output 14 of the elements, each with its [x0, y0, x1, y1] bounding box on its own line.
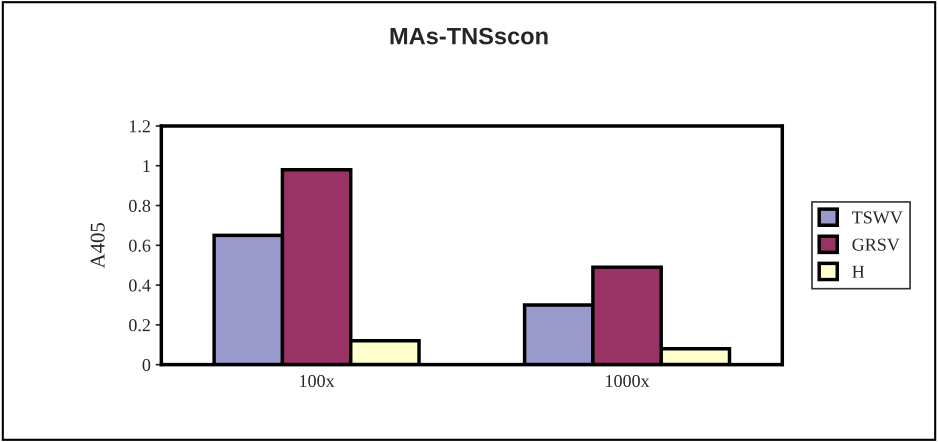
y-tick-label: 0.8: [129, 200, 150, 212]
legend-label: GRSV: [852, 238, 900, 251]
legend-label: H: [852, 266, 864, 278]
y-tick-label: 0.2: [129, 319, 150, 332]
y-tick-label: 0.4: [129, 279, 151, 292]
y-axis-title: A405: [90, 222, 105, 268]
y-tick-label: 0: [142, 358, 150, 372]
y-tick-label: 0.6: [129, 240, 150, 252]
x-tick-label: 1000x: [606, 374, 650, 388]
y-tick-label: 1.2: [130, 120, 150, 132]
legend-label: TSWV: [852, 211, 903, 224]
y-tick-label: 1: [143, 160, 150, 172]
chart-title: MAs-TNSscon: [390, 28, 548, 44]
x-tick-label: 100x: [300, 374, 334, 388]
